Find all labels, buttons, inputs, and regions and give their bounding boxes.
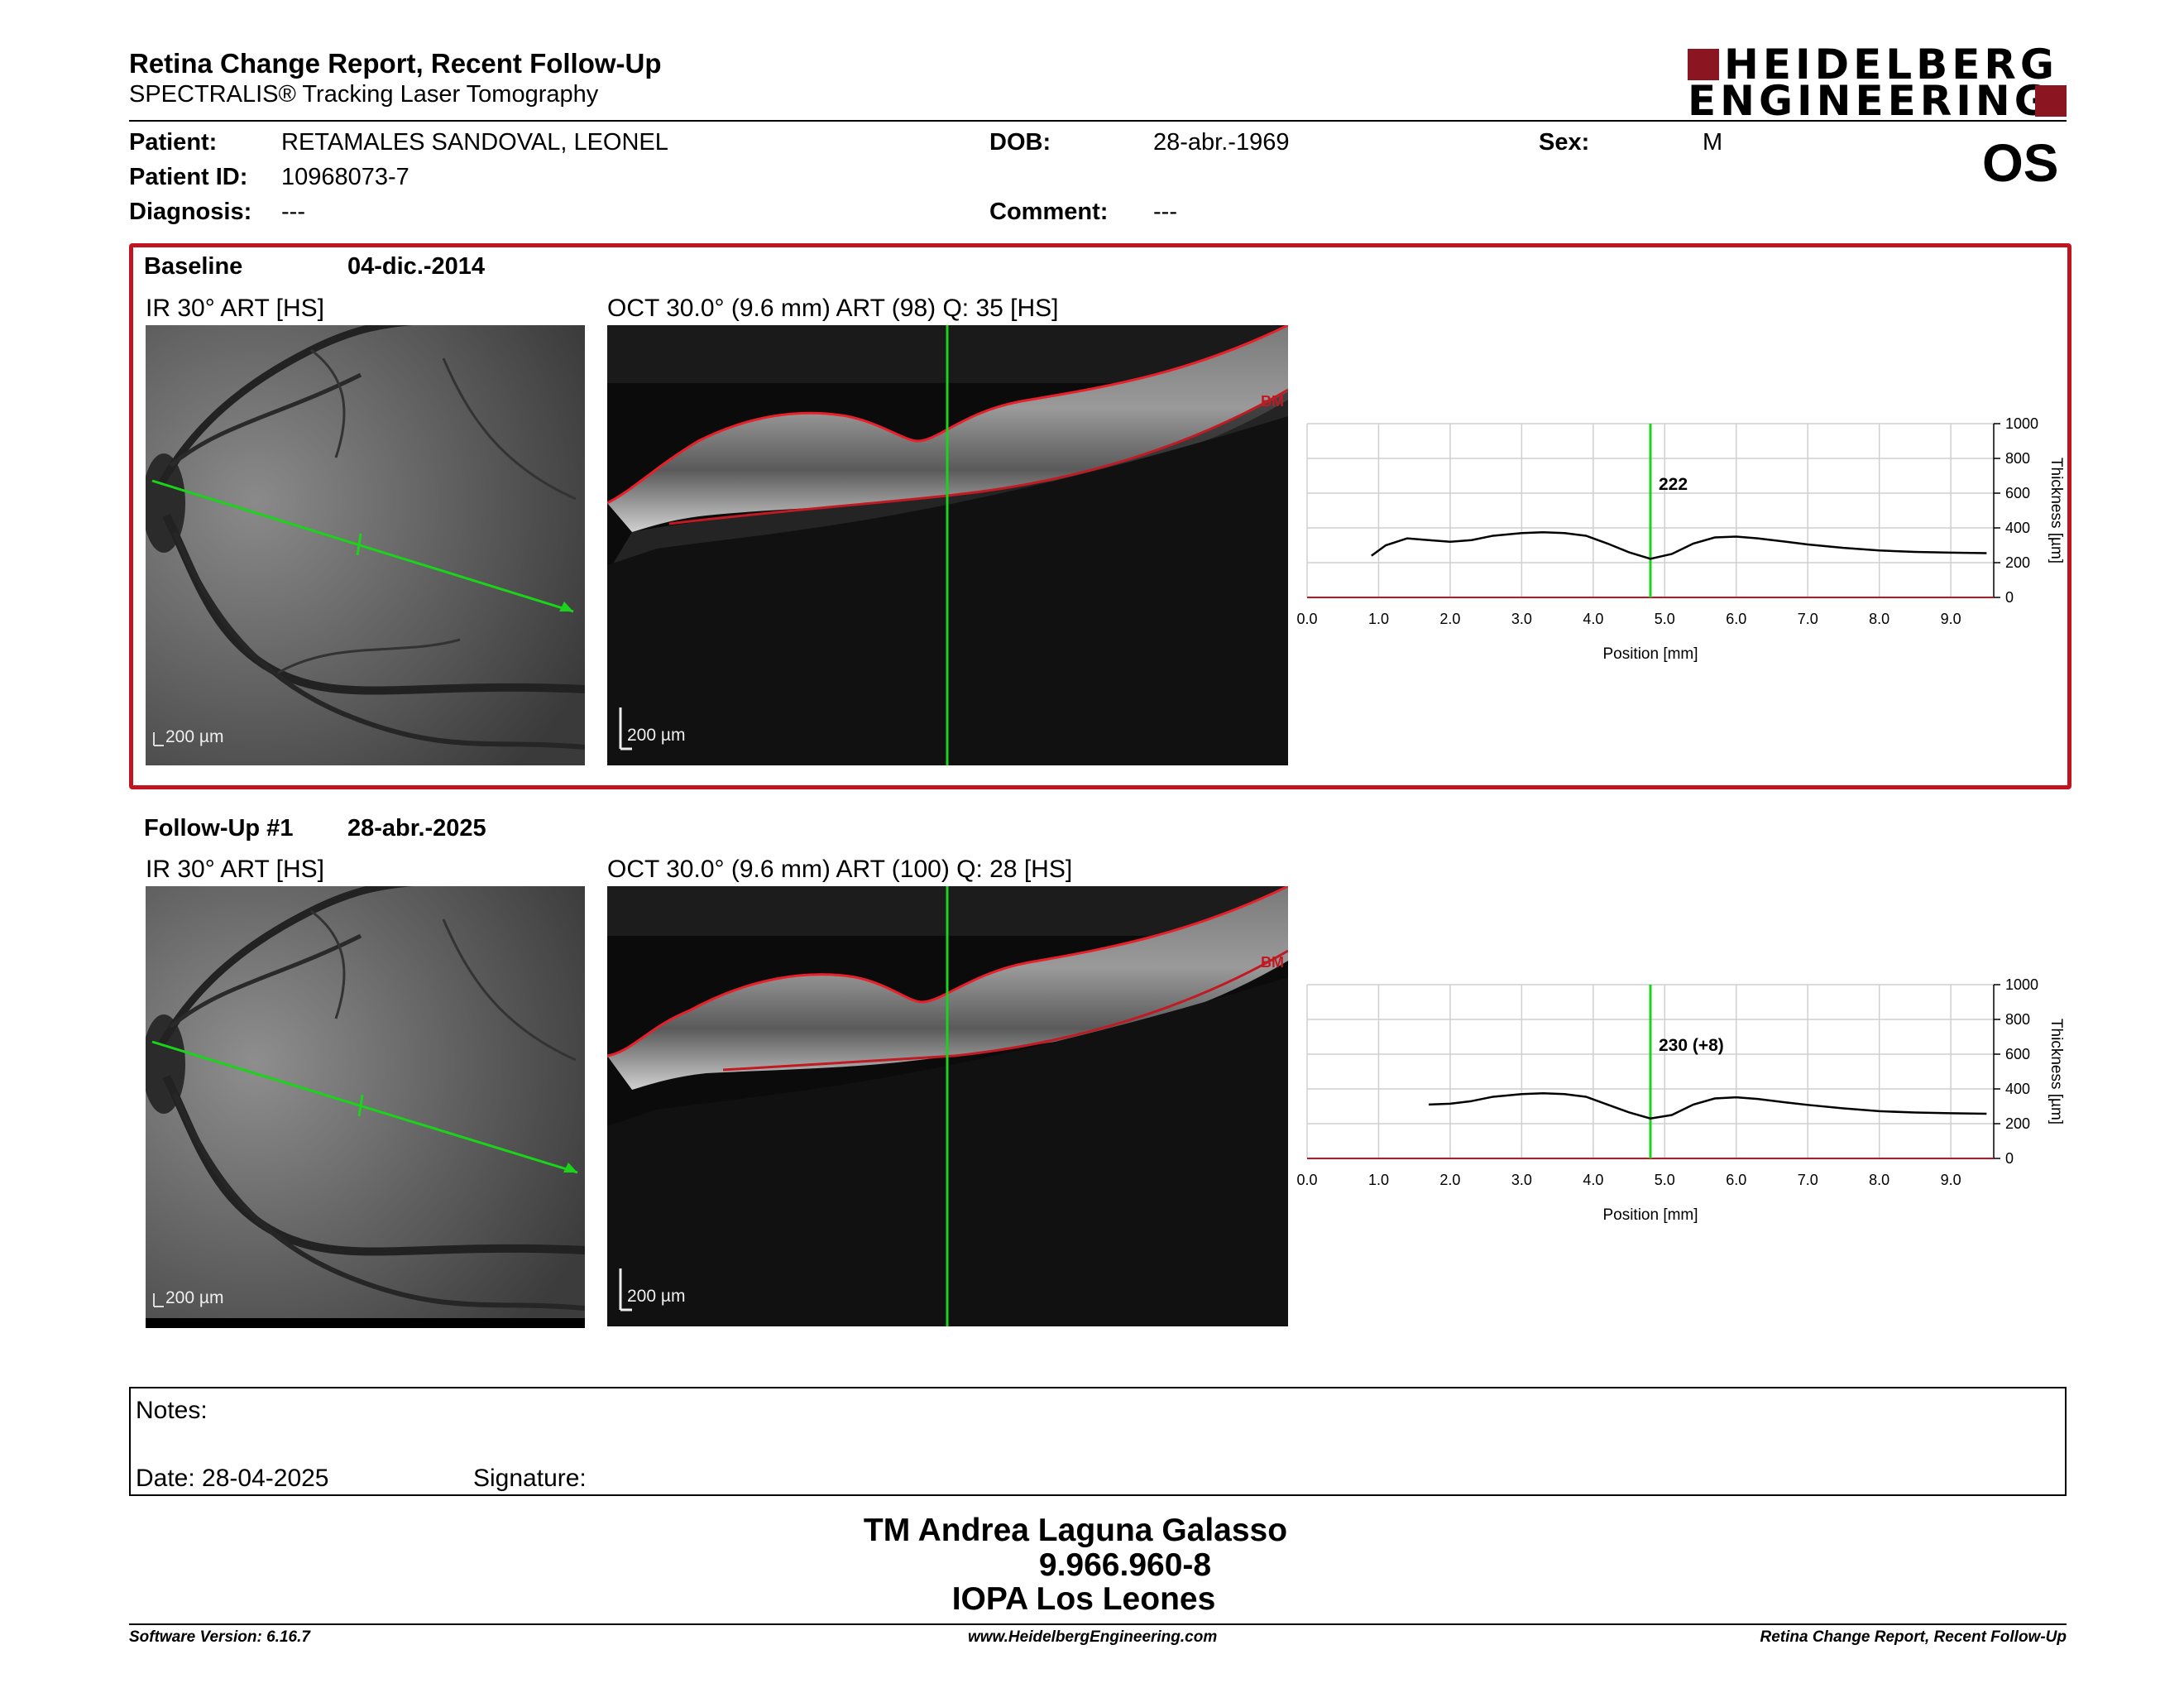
dob-value: 28-abr.-1969 <box>1153 129 1290 156</box>
marker-value-label: 230 (+8) <box>1659 1036 1724 1055</box>
baseline-oct-bscan: BM 200 µm <box>607 325 1288 765</box>
followup-ir-image: 200 µm <box>146 886 585 1328</box>
report-subtitle: SPECTRALIS® Tracking Laser Tomography <box>129 81 599 108</box>
website-link[interactable]: www.HeidelbergEngineering.com <box>968 1628 1218 1646</box>
x-tick-label: 4.0 <box>1583 611 1603 627</box>
y-tick-label: 200 <box>2005 554 2030 571</box>
diagnosis-label: Diagnosis: <box>129 199 252 225</box>
logo-square-right <box>2035 85 2067 117</box>
followup-ir-caption: IR 30° ART [HS] <box>146 856 324 883</box>
y-tick-label: 400 <box>2005 520 2030 536</box>
patient-id-label: Patient ID: <box>129 164 248 190</box>
sex-value: M <box>1703 129 1723 156</box>
followup-bm-label: BM <box>1261 954 1284 971</box>
x-tick-label: 1.0 <box>1368 1172 1389 1188</box>
x-tick-label: 3.0 <box>1511 1172 1532 1188</box>
clinic-name: IOPA Los Leones <box>951 1581 1216 1617</box>
followup-oct-caption: OCT 30.0° (9.6 mm) ART (100) Q: 28 [HS] <box>607 856 1073 883</box>
y-axis-label: Thickness [µm] <box>2048 458 2065 563</box>
eye-indicator: OS <box>1982 133 2059 193</box>
y-tick-label: 800 <box>2005 1011 2030 1028</box>
followup-date: 28-abr.-2025 <box>347 815 486 842</box>
x-tick-label: 2.0 <box>1439 1172 1460 1188</box>
footer-divider <box>129 1623 2067 1625</box>
x-tick-label: 8.0 <box>1869 1172 1889 1188</box>
y-tick-label: 1000 <box>2005 976 2038 993</box>
baseline-label: Baseline <box>144 253 243 280</box>
x-tick-label: 2.0 <box>1439 611 1460 627</box>
y-tick-label: 600 <box>2005 485 2030 501</box>
patient-name: RETAMALES SANDOVAL, LEONEL <box>281 129 668 156</box>
notes-label: Notes: <box>136 1397 208 1424</box>
sex-label: Sex: <box>1539 129 1590 156</box>
thickness-series-line <box>1371 530 1987 560</box>
followup-label: Follow-Up #1 <box>144 815 294 842</box>
dob-label: DOB: <box>989 129 1051 156</box>
software-version: Software Version: 6.16.7 <box>129 1628 310 1646</box>
x-tick-label: 7.0 <box>1798 1172 1818 1188</box>
header-divider <box>129 120 2067 122</box>
y-tick-label: 0 <box>2005 589 2014 606</box>
logo-line1: HEIDELBERG <box>1724 41 2058 89</box>
y-tick-label: 400 <box>2005 1081 2030 1097</box>
x-tick-label: 0.0 <box>1296 611 1317 627</box>
report-title: Retina Change Report, Recent Follow-Up <box>129 48 662 79</box>
baseline-oct-scale-label: 200 µm <box>627 726 686 745</box>
baseline-thickness-chart: 0 200 400 600 800 1000 0.0 1.0 2.0 3.0 4.0 5.0 6.0 7.… <box>1296 415 2065 663</box>
x-tick-label: 3.0 <box>1511 611 1532 627</box>
x-axis-label: Position [mm] <box>1602 1206 1698 1224</box>
followup-thickness-chart: 0 200 400 600 800 1000 0.0 1.0 2.0 3.0 4.0 5.0 6.0 7.… <box>1296 976 2065 1224</box>
y-tick-label: 0 <box>2005 1150 2014 1167</box>
x-tick-label: 0.0 <box>1296 1172 1317 1188</box>
followup-oct-scale-label: 200 µm <box>627 1287 686 1306</box>
x-tick-label: 7.0 <box>1798 611 1818 627</box>
x-tick-label: 4.0 <box>1583 1172 1603 1188</box>
x-tick-label: 5.0 <box>1655 611 1675 627</box>
comment-value: --- <box>1153 199 1177 225</box>
followup-ir-scale-label: 200 µm <box>165 1288 224 1307</box>
baseline-ir-scale-label: 200 µm <box>165 727 224 746</box>
footer-report-name: Retina Change Report, Recent Follow-Up <box>1760 1628 2067 1646</box>
followup-oct-bscan: BM 200 µm <box>607 886 1288 1326</box>
baseline-bm-label: BM <box>1261 393 1284 410</box>
comment-label: Comment: <box>989 199 1109 225</box>
x-tick-label: 8.0 <box>1869 611 1889 627</box>
y-tick-label: 1000 <box>2005 415 2038 432</box>
x-tick-label: 1.0 <box>1368 611 1389 627</box>
baseline-ir-caption: IR 30° ART [HS] <box>146 295 324 322</box>
x-tick-label: 6.0 <box>1726 611 1746 627</box>
logo-line2: ENGINEERING <box>1688 77 2052 125</box>
baseline-oct-caption: OCT 30.0° (9.6 mm) ART (98) Q: 35 [HS] <box>607 295 1059 322</box>
x-tick-label: 9.0 <box>1941 611 1961 627</box>
notes-date: Date: 28-04-2025 <box>136 1465 329 1492</box>
notes-box: Notes: Date: 28-04-2025 Signature: <box>129 1387 2067 1496</box>
x-tick-label: 6.0 <box>1726 1172 1746 1188</box>
y-axis-label: Thickness [µm] <box>2048 1019 2065 1125</box>
x-tick-label: 9.0 <box>1941 1172 1961 1188</box>
patient-label: Patient: <box>129 129 218 156</box>
x-axis-label: Position [mm] <box>1602 645 1698 663</box>
diagnosis-value: --- <box>281 199 305 225</box>
y-tick-label: 200 <box>2005 1115 2030 1132</box>
patient-id-value: 10968073-7 <box>281 164 410 190</box>
signer-id: 9.966.960-8 <box>1038 1547 1212 1583</box>
baseline-ir-image: 200 µm <box>146 325 585 765</box>
signature-block: TM Andrea Laguna Galasso 9.966.960-8 IOP… <box>0 1513 2184 1617</box>
x-tick-label: 5.0 <box>1655 1172 1675 1188</box>
baseline-date: 04-dic.-2014 <box>347 253 486 280</box>
signer-name: TM Andrea Laguna Galasso <box>863 1513 1288 1548</box>
logo-square-left <box>1688 49 1719 80</box>
thickness-series-line <box>1428 1091 1987 1120</box>
baseline-highlight-frame <box>129 243 2071 789</box>
notes-signature-label: Signature: <box>473 1465 587 1492</box>
marker-value-label: 222 <box>1659 475 1688 494</box>
y-tick-label: 600 <box>2005 1046 2030 1062</box>
y-tick-label: 800 <box>2005 450 2030 467</box>
